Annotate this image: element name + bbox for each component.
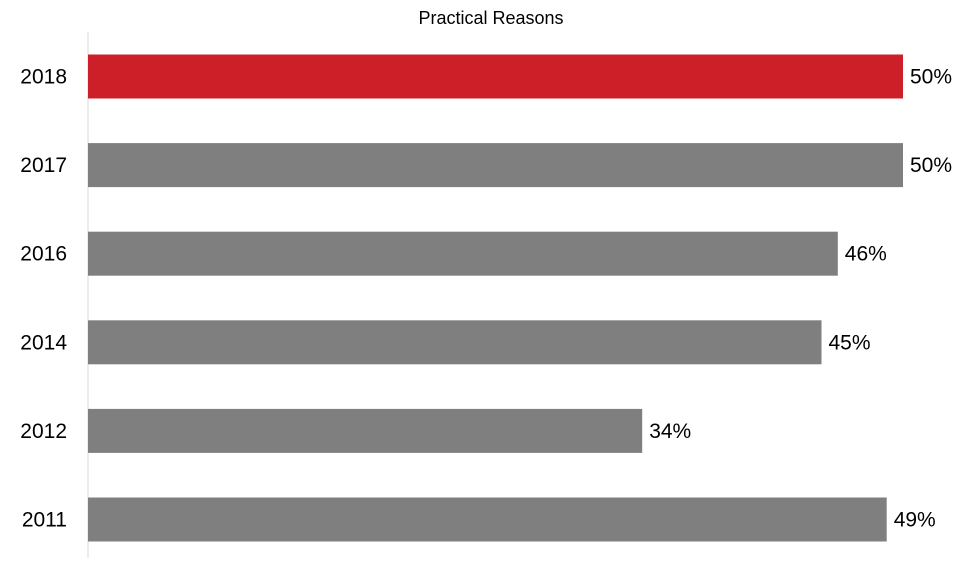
category-label-2017: 2017 <box>20 154 67 177</box>
bar-2017 <box>88 143 903 188</box>
bar-2018 <box>88 54 903 99</box>
category-label-2012: 2012 <box>20 420 67 443</box>
bar-2014 <box>88 320 822 365</box>
bars-group: 2018 50% 2017 50% 2016 46% 2014 45% 2012 34% 2011 4… <box>20 54 952 542</box>
bar-2011 <box>88 497 887 542</box>
value-label-2018: 50% <box>910 66 952 89</box>
category-label-2016: 2016 <box>20 243 67 266</box>
value-label-2011: 49% <box>894 509 936 532</box>
bar-2012 <box>88 408 643 453</box>
value-label-2014: 45% <box>829 331 871 354</box>
bar-2016 <box>88 231 838 276</box>
category-label-2011: 2011 <box>22 509 67 532</box>
value-label-2016: 46% <box>845 243 887 266</box>
category-label-2018: 2018 <box>20 66 67 89</box>
value-label-2012: 34% <box>649 420 691 443</box>
chart-title: Practical Reasons <box>418 8 563 28</box>
value-label-2017: 50% <box>910 154 952 177</box>
category-label-2014: 2014 <box>20 331 67 354</box>
